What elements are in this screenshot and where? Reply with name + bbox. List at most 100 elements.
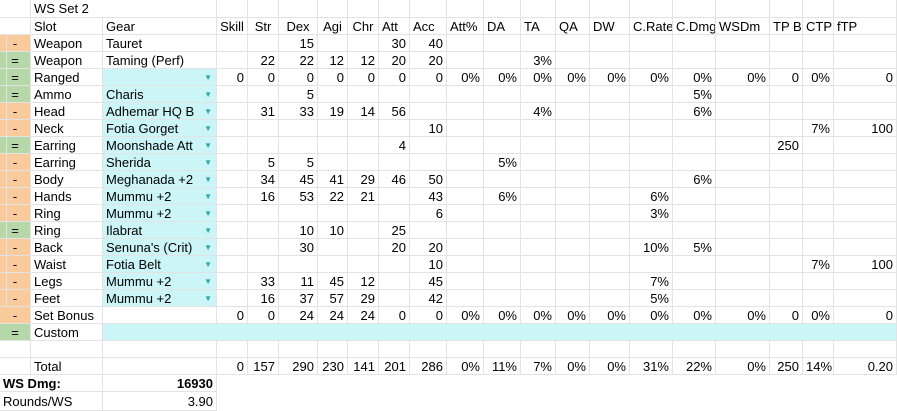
value-cell [318, 86, 348, 103]
custom-input-row[interactable] [103, 324, 897, 341]
empty-cell [410, 0, 447, 18]
set-flag-cell[interactable]: - [0, 188, 31, 205]
set-flag-cell[interactable]: - [0, 35, 31, 52]
total-value: 31% [630, 358, 673, 375]
dropdown-arrow-icon[interactable]: ▼ [204, 141, 212, 150]
dropdown-arrow-icon[interactable]: ▼ [204, 209, 212, 218]
value-cell: 29 [348, 171, 379, 188]
corner-cell [0, 0, 31, 18]
value-cell [217, 222, 248, 239]
set-flag-cell[interactable]: = [0, 69, 31, 86]
value-cell: 46 [379, 171, 410, 188]
set-flag-cell[interactable]: - [0, 239, 31, 256]
header-c-rate: C.Rate [630, 18, 673, 35]
dropdown-arrow-icon[interactable]: ▼ [204, 73, 212, 82]
dropdown-arrow-icon[interactable]: ▼ [204, 158, 212, 167]
set-flag-cell[interactable]: - [0, 256, 31, 273]
total-label: Total [31, 358, 103, 375]
dropdown-arrow-icon[interactable]: ▼ [204, 124, 212, 133]
value-cell: 5% [673, 239, 716, 256]
value-cell [716, 205, 770, 222]
cell [103, 205, 217, 222]
value-cell: 6% [673, 171, 716, 188]
set-flag-cell[interactable]: = [0, 324, 31, 341]
slot-cell: Hands [31, 188, 103, 205]
value-cell [556, 239, 590, 256]
value-cell: 37 [279, 290, 318, 307]
slot-cell: Legs [31, 273, 103, 290]
value-cell: 20 [379, 52, 410, 69]
value-cell [630, 222, 673, 239]
set-flag-cell[interactable]: - [0, 103, 31, 120]
set-flag-cell[interactable]: = [0, 137, 31, 154]
dropdown-arrow-icon[interactable]: ▼ [204, 90, 212, 99]
value-cell [716, 256, 770, 273]
cell [103, 171, 217, 188]
value-cell [770, 239, 803, 256]
value-cell [590, 239, 630, 256]
value-cell [447, 120, 484, 137]
empty-cell [348, 341, 379, 358]
value-cell: 5 [279, 154, 318, 171]
dropdown-arrow-icon[interactable]: ▼ [204, 175, 212, 184]
gear-select-cell[interactable]: Mummu +2 ▼ [103, 290, 217, 307]
value-cell [716, 171, 770, 188]
custom-label: Custom [31, 324, 103, 341]
set-bonus-value: 0 [248, 307, 279, 324]
total-value: 250 [770, 358, 803, 375]
set-flag-cell[interactable]: - [0, 290, 31, 307]
value-cell: 5% [484, 154, 521, 171]
total-value: 201 [379, 358, 410, 375]
dropdown-arrow-icon[interactable]: ▼ [204, 260, 212, 269]
dropdown-arrow-icon[interactable]: ▼ [204, 277, 212, 286]
value-cell [447, 137, 484, 154]
value-cell [447, 86, 484, 103]
value-cell [630, 35, 673, 52]
value-cell [770, 103, 803, 120]
cell [0, 103, 7, 120]
value-cell [379, 86, 410, 103]
empty-cell [521, 341, 556, 358]
value-cell [217, 239, 248, 256]
set-flag-cell[interactable]: - [0, 154, 31, 171]
gear-select-cell[interactable]: Ilabrat ▼ [103, 222, 217, 239]
value-cell [770, 256, 803, 273]
set-bonus-value: 0% [630, 307, 673, 324]
value-cell [630, 256, 673, 273]
value-cell [521, 222, 556, 239]
empty-cell [318, 0, 348, 18]
gear-select-cell[interactable]: Moonshade Att ▼ [103, 137, 217, 154]
cell [103, 256, 217, 273]
value-cell: 0% [673, 69, 716, 86]
value-cell: 6% [673, 103, 716, 120]
set-flag-cell[interactable]: = [0, 222, 31, 239]
total-value: 11% [484, 358, 521, 375]
set-flag-cell[interactable]: = [0, 52, 31, 69]
cell [0, 137, 7, 154]
header-acc: Acc [410, 18, 447, 35]
header-da: DA [484, 18, 521, 35]
dropdown-arrow-icon[interactable]: ▼ [204, 107, 212, 116]
value-cell: 16 [248, 290, 279, 307]
set-flag-cell[interactable]: - [0, 273, 31, 290]
value-cell [379, 154, 410, 171]
set-flag-cell[interactable]: - [0, 307, 31, 324]
value-cell [348, 256, 379, 273]
set-flag-cell[interactable]: = [0, 86, 31, 103]
value-cell [348, 137, 379, 154]
total-value: 0 [217, 358, 248, 375]
gear-select-cell[interactable]: Senuna's (Crit) ▼ [103, 239, 217, 256]
dropdown-arrow-icon[interactable]: ▼ [204, 192, 212, 201]
value-cell: 5% [630, 290, 673, 307]
set-flag-cell[interactable]: - [0, 120, 31, 137]
value-cell: 7% [803, 256, 834, 273]
dropdown-arrow-icon[interactable]: ▼ [204, 226, 212, 235]
value-cell [590, 171, 630, 188]
value-cell [803, 35, 834, 52]
set-flag-cell[interactable]: - [0, 171, 31, 188]
value-cell: 20 [379, 239, 410, 256]
dropdown-arrow-icon[interactable]: ▼ [204, 294, 212, 303]
set-flag-cell[interactable]: - [0, 205, 31, 222]
gear-select-cell[interactable]: Mummu +2 ▼ [103, 188, 217, 205]
dropdown-arrow-icon[interactable]: ▼ [204, 243, 212, 252]
